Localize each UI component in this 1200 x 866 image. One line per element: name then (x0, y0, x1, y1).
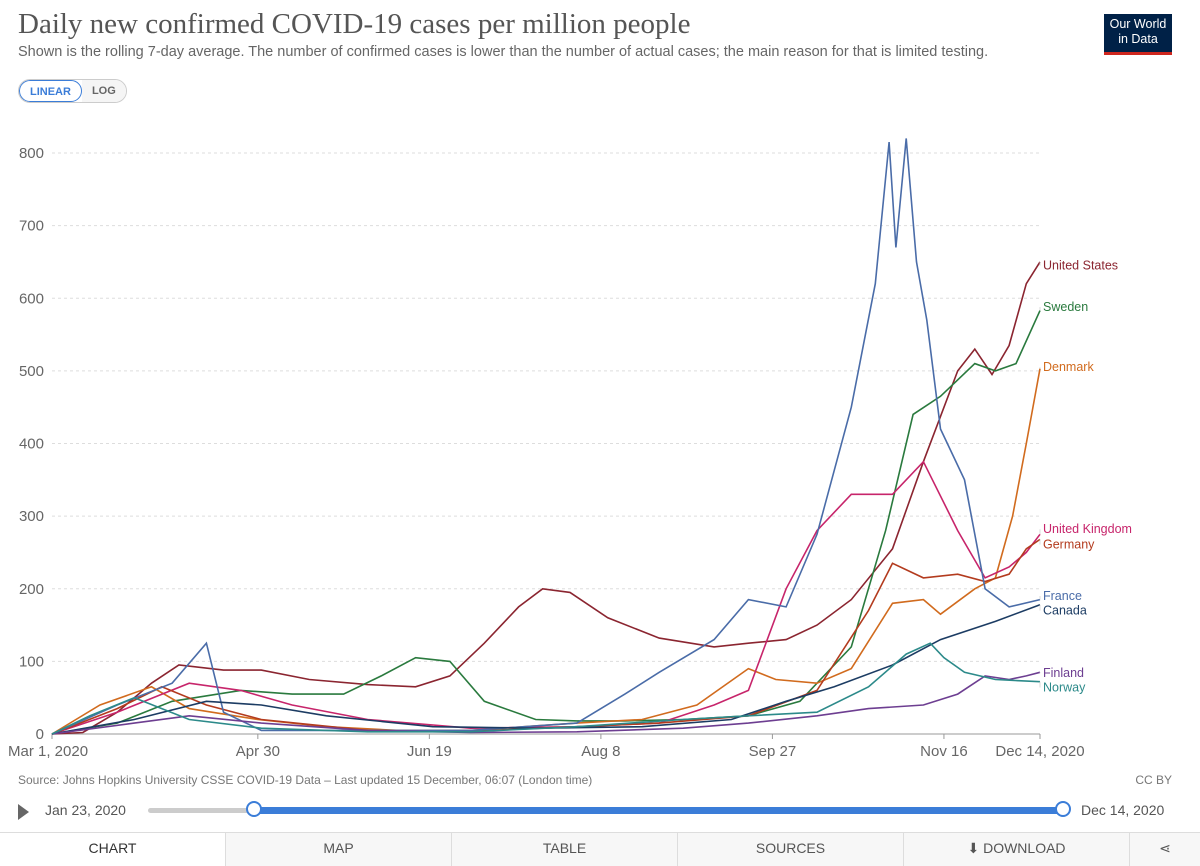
timeline-end-handle[interactable] (1055, 801, 1071, 817)
series-lines (51, 138, 1041, 735)
license-link[interactable]: CC BY (1135, 773, 1172, 787)
series-line-finland (51, 671, 1041, 735)
tab-chart[interactable]: CHART (0, 833, 226, 866)
series-label-united-kingdom: United Kingdom (1043, 522, 1132, 536)
line-chart: 0 100 200 300 400 500 600 700 800 Mar 1, 2020 Apr… (8, 138, 1132, 760)
timeline-start-label: Jan 23, 2020 (45, 802, 126, 818)
series-line-united-kingdom (51, 460, 1041, 735)
chart-subtitle: Shown is the rolling 7-day average. The … (18, 44, 989, 60)
x-tick-label: Mar 1, 2020 (8, 743, 88, 760)
log-scale-button[interactable]: LOG (81, 80, 126, 102)
series-line-canada (51, 603, 1041, 735)
x-tick-label: Nov 16 (920, 743, 968, 760)
linear-scale-button[interactable]: LINEAR (19, 80, 82, 102)
y-tick-label: 300 (19, 508, 44, 525)
x-tick-label: Jun 19 (407, 743, 452, 760)
owid-logo[interactable]: Our World in Data (1104, 14, 1172, 55)
y-axis-ticks: 0 100 200 300 400 500 600 700 800 (19, 145, 44, 743)
y-tick-label: 700 (19, 218, 44, 235)
tab-map[interactable]: MAP (226, 833, 452, 866)
y-tick-label: 100 (19, 653, 44, 670)
tab-bar: CHART MAP TABLE SOURCES ⬇ DOWNLOAD ⋖ (0, 832, 1200, 866)
chart-title: Daily new confirmed COVID-19 cases per m… (18, 8, 691, 40)
tab-sources[interactable]: SOURCES (678, 833, 904, 866)
download-icon: ⬇ (967, 840, 984, 856)
y-tick-label: 500 (19, 363, 44, 380)
share-icon: ⋖ (1159, 840, 1171, 856)
tab-download-label: DOWNLOAD (983, 840, 1066, 856)
series-line-france (51, 138, 1041, 735)
x-tick-label: Aug 8 (581, 743, 620, 760)
series-label-finland: Finland (1043, 666, 1084, 680)
y-tick-label: 0 (36, 726, 44, 743)
series-label-france: France (1043, 589, 1082, 603)
x-axis-ticks: Mar 1, 2020 Apr 30 Jun 19 Aug 8 Sep 27 Nov 16… (8, 734, 1085, 760)
y-tick-label: 800 (19, 145, 44, 162)
series-labels: United States Sweden Denmark United Kingdom… (1039, 259, 1132, 695)
x-tick-label: Dec 14, 2020 (995, 743, 1084, 760)
tab-table[interactable]: TABLE (452, 833, 678, 866)
x-tick-label: Sep 27 (749, 743, 797, 760)
series-label-united-states: United States (1043, 259, 1118, 273)
series-line-sweden (51, 310, 1041, 735)
logo-line-1: Our World (1109, 17, 1167, 31)
logo-line-2: in Data (1118, 32, 1158, 46)
play-icon[interactable] (18, 804, 29, 820)
series-line-germany (51, 538, 1041, 735)
timeline-selected-range (254, 807, 1064, 814)
series-label-denmark: Denmark (1043, 360, 1094, 374)
series-label-germany: Germany (1043, 537, 1095, 551)
y-tick-label: 400 (19, 436, 44, 453)
series-label-norway: Norway (1043, 681, 1086, 695)
y-tick-label: 200 (19, 581, 44, 598)
tab-download[interactable]: ⬇ DOWNLOAD (904, 833, 1130, 866)
timeline[interactable]: Jan 23, 2020 Dec 14, 2020 (18, 797, 1188, 825)
share-button[interactable]: ⋖ (1130, 833, 1200, 866)
scale-toggle[interactable]: LINEAR LOG (18, 79, 127, 103)
source-note: Source: Johns Hopkins University CSSE CO… (18, 773, 593, 787)
series-line-united-states (51, 261, 1041, 735)
series-line-norway (51, 642, 1041, 735)
series-label-canada: Canada (1043, 604, 1087, 618)
y-tick-label: 600 (19, 290, 44, 307)
timeline-end-label: Dec 14, 2020 (1081, 802, 1165, 818)
series-line-denmark (51, 368, 1041, 735)
timeline-start-handle[interactable] (246, 801, 262, 817)
x-tick-label: Apr 30 (236, 743, 280, 760)
series-label-sweden: Sweden (1043, 300, 1088, 314)
gridlines (52, 152, 1040, 735)
